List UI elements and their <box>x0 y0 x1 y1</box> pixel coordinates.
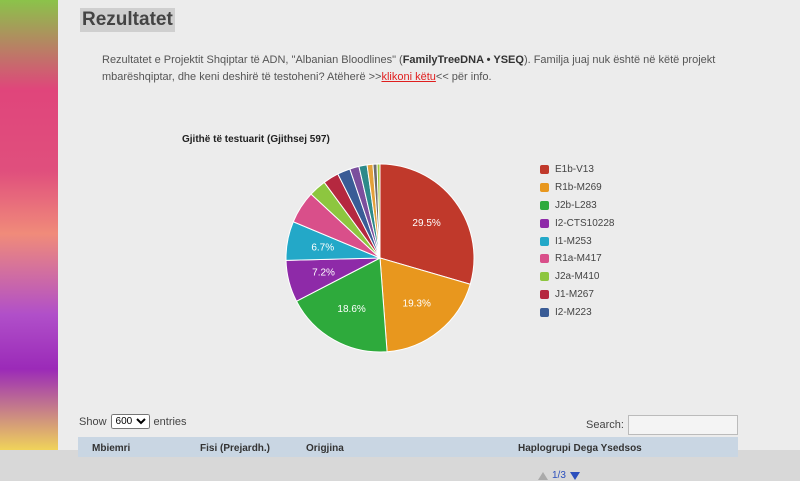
legend-swatch <box>540 307 549 317</box>
legend-swatch <box>540 254 549 264</box>
legend-swatch <box>540 218 549 228</box>
legend-label: I1-M253 <box>555 235 592 247</box>
legend-pager: 1/3 <box>538 470 580 481</box>
entries-control: Show 600 entries <box>79 414 187 429</box>
search-control: Search: <box>586 415 738 435</box>
legend-item[interactable]: E1b-V13 <box>540 161 614 179</box>
legend-label: R1b-M269 <box>555 182 602 194</box>
chart-title: Gjithë të testuarit (Gjithsej 597) <box>182 134 330 145</box>
legend-label: I2-M223 <box>555 306 592 318</box>
legend-label: E1b-V13 <box>555 164 594 176</box>
legend-item[interactable]: J2b-L283 <box>540 197 614 215</box>
col-header-haplogrupi[interactable]: Haplogrupi Dega Ysedsos <box>518 443 642 454</box>
pie-slice-r1b-m269[interactable] <box>379 257 471 353</box>
page-title: Rezultatet <box>80 8 175 32</box>
pie-chart: Gjithë të testuarit (Gjithsej 597) 29.5%… <box>178 128 678 481</box>
legend-label: J2a-M410 <box>555 271 600 283</box>
pie-slice-label: 7.2% <box>312 267 335 278</box>
legend-item[interactable]: J2a-M410 <box>540 268 614 286</box>
legend-page: 1/3 <box>552 470 566 481</box>
legend-swatch <box>540 183 549 193</box>
legend-prev-icon[interactable] <box>538 471 548 480</box>
legend-swatch <box>540 289 549 299</box>
intro-text-1: Rezultatet e Projektit Shqiptar të ADN, … <box>102 54 403 66</box>
legend-label: J1-M267 <box>555 288 594 300</box>
entries-select[interactable]: 600 <box>110 414 150 429</box>
entries-label: entries <box>153 415 187 428</box>
legend-next-icon[interactable] <box>569 471 580 480</box>
legend-label: R1a-M417 <box>555 253 602 265</box>
col-header-fisi[interactable]: Fisi (Prejardh.) <box>200 443 271 454</box>
intro-text-3: << për info. <box>435 71 492 83</box>
intro-bold: FamilyTreeDNA • YSEQ <box>402 54 524 66</box>
background-strip <box>0 0 58 450</box>
search-input[interactable] <box>627 415 738 435</box>
legend-swatch <box>540 236 549 246</box>
legend-item[interactable]: R1b-M269 <box>540 179 614 197</box>
legend-item[interactable]: J1-M267 <box>540 286 614 304</box>
legend-item[interactable]: I1-M253 <box>540 232 614 250</box>
legend-item[interactable]: I2-M223 <box>540 303 614 321</box>
pie-slice-label: 19.3% <box>403 298 431 309</box>
legend-swatch <box>540 272 549 282</box>
pie-slice-label: 29.5% <box>412 218 440 229</box>
pie-slice-e1b-v13[interactable] <box>379 163 475 285</box>
pie-slice-other-13[interactable] <box>376 163 381 259</box>
col-header-mbiemri[interactable]: Mbiemri <box>92 443 131 454</box>
legend-label: I2-CTS10228 <box>555 217 615 229</box>
chart-legend: E1b-V13 R1b-M269 J2b-L283 I2-CTS10228 I1-M25… <box>540 161 614 321</box>
legend-swatch <box>540 200 549 210</box>
pie-slice-label: 18.6% <box>337 304 365 315</box>
pie-slice-j2b-l283[interactable] <box>295 257 388 353</box>
show-label: Show <box>79 415 107 428</box>
info-link[interactable]: klikoni këtu <box>381 71 436 83</box>
col-header-origjina[interactable]: Origjina <box>306 443 344 454</box>
legend-swatch <box>540 165 549 175</box>
intro-paragraph: Rezultatet e Projektit Shqiptar të ADN, … <box>102 52 772 86</box>
search-label: Search: <box>586 419 624 431</box>
table-header: Mbiemri Fisi (Prejardh.) Origjina Haplog… <box>78 437 738 457</box>
legend-item[interactable]: R1a-M417 <box>540 250 614 268</box>
intro-text-2: ). Familja juaj nuk është në këtë projek… <box>102 54 716 83</box>
legend-label: J2b-L283 <box>555 199 597 211</box>
content-page: Rezultatet Rezultatet e Projektit Shqipt… <box>58 0 800 481</box>
pie-svg: 29.5% 19.3% 18.6% 7.2% 6.7% <box>285 163 475 353</box>
legend-item[interactable]: I2-CTS10228 <box>540 214 614 232</box>
pie-slice-label: 6.7% <box>311 242 334 253</box>
